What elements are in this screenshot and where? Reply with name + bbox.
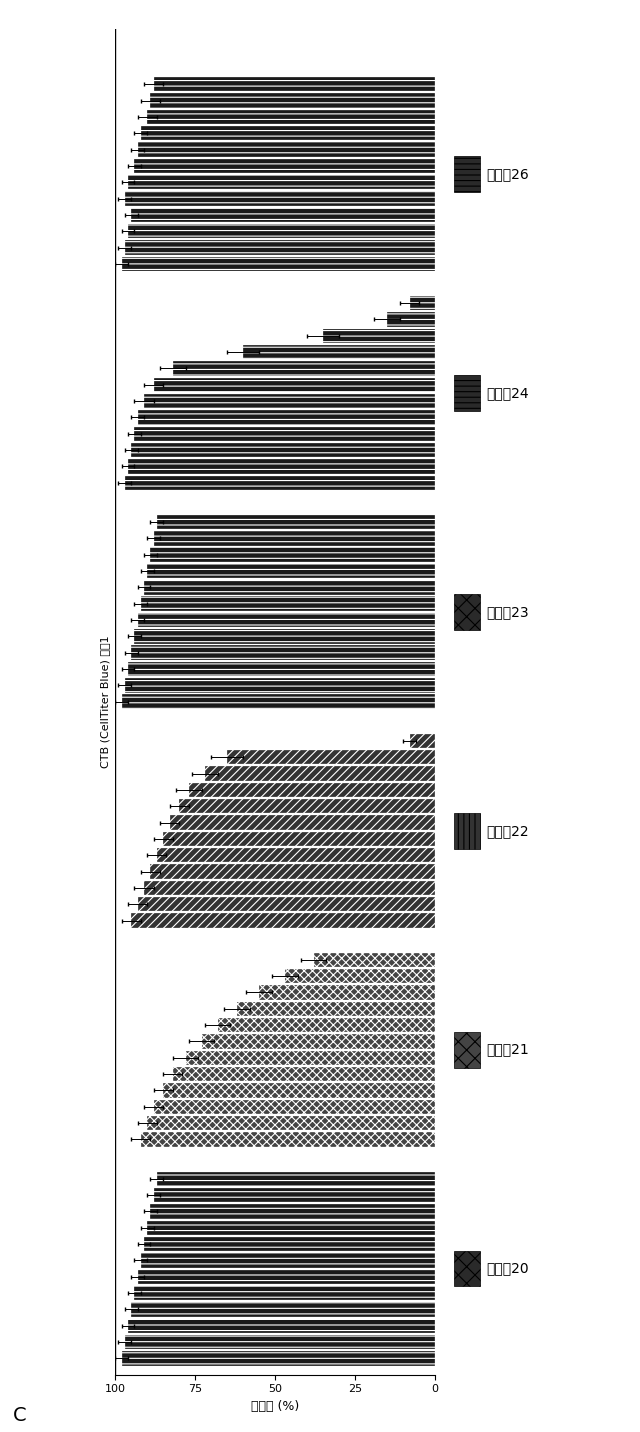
Bar	[128, 223, 435, 238]
Bar	[163, 1083, 435, 1098]
Bar	[323, 328, 435, 342]
Bar	[128, 460, 435, 474]
Bar	[237, 1001, 435, 1015]
Bar	[138, 410, 435, 425]
Bar	[134, 427, 435, 441]
Bar	[259, 985, 435, 1000]
Bar	[144, 881, 435, 895]
Bar	[173, 1067, 435, 1081]
Bar	[122, 1352, 435, 1366]
X-axis label: 生存率 (%): 生存率 (%)	[251, 1400, 300, 1413]
Bar	[173, 361, 435, 375]
Text: 化合物26: 化合物26	[486, 168, 529, 180]
Bar	[150, 547, 435, 561]
Text: 化合物21: 化合物21	[486, 1042, 529, 1057]
Bar	[154, 77, 435, 92]
Bar	[179, 799, 435, 813]
Bar	[243, 345, 435, 359]
Bar	[189, 783, 435, 798]
Bar	[147, 110, 435, 125]
Bar	[134, 159, 435, 173]
Bar	[144, 1237, 435, 1252]
Bar	[150, 865, 435, 879]
Bar	[125, 679, 435, 693]
Bar	[131, 208, 435, 222]
Bar	[157, 514, 435, 530]
Bar	[157, 1171, 435, 1186]
Text: 化合物20: 化合物20	[486, 1262, 529, 1276]
Bar	[154, 1100, 435, 1114]
Bar	[122, 256, 435, 271]
Bar	[141, 1253, 435, 1267]
Bar	[218, 1018, 435, 1032]
Bar	[128, 1319, 435, 1333]
Bar	[227, 750, 435, 765]
Text: 化合物24: 化合物24	[486, 387, 529, 400]
Bar	[131, 914, 435, 928]
Bar	[138, 1270, 435, 1285]
Bar	[147, 1116, 435, 1130]
Bar	[150, 1204, 435, 1219]
Bar	[141, 597, 435, 611]
Text: 化合物23: 化合物23	[486, 604, 529, 619]
Bar	[128, 662, 435, 676]
Bar	[125, 241, 435, 255]
Bar	[125, 1335, 435, 1349]
Bar	[144, 394, 435, 408]
Bar	[141, 126, 435, 140]
Bar	[186, 1051, 435, 1065]
Bar	[387, 312, 435, 326]
Bar	[285, 969, 435, 984]
Bar	[134, 629, 435, 643]
Text: C: C	[13, 1406, 26, 1425]
Bar	[205, 766, 435, 780]
Bar	[410, 733, 435, 748]
Bar	[154, 378, 435, 392]
Bar	[138, 896, 435, 911]
Bar	[144, 580, 435, 594]
Bar	[163, 832, 435, 846]
Bar	[128, 175, 435, 189]
Text: 化合物22: 化合物22	[486, 823, 529, 838]
Bar	[141, 1133, 435, 1147]
Bar	[410, 296, 435, 311]
Bar	[138, 613, 435, 627]
Bar	[154, 531, 435, 546]
Bar	[154, 1187, 435, 1203]
Bar	[157, 848, 435, 862]
Bar	[150, 93, 435, 107]
Bar	[131, 442, 435, 457]
Bar	[134, 1286, 435, 1300]
Bar	[125, 475, 435, 490]
Bar	[202, 1034, 435, 1048]
Bar	[131, 646, 435, 660]
Bar	[147, 1220, 435, 1234]
Bar	[125, 192, 435, 206]
Bar	[131, 1302, 435, 1316]
Y-axis label: CTB (CellTiter Blue) 段階1: CTB (CellTiter Blue) 段階1	[100, 636, 109, 768]
Bar	[170, 815, 435, 829]
Bar	[147, 564, 435, 579]
Bar	[122, 695, 435, 709]
Bar	[314, 952, 435, 967]
Bar	[138, 142, 435, 156]
